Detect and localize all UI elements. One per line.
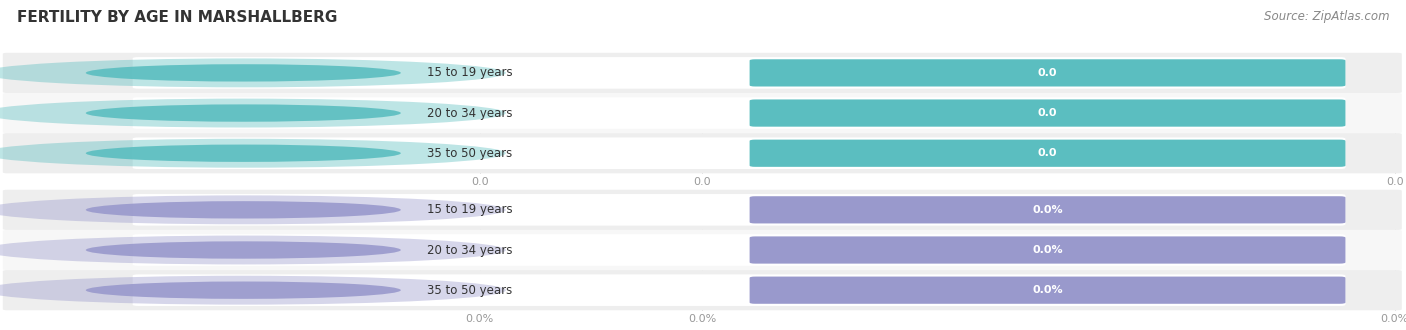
FancyBboxPatch shape xyxy=(3,133,1402,173)
FancyBboxPatch shape xyxy=(3,93,1402,133)
FancyBboxPatch shape xyxy=(132,138,1346,169)
Text: 0.0: 0.0 xyxy=(693,177,711,187)
Text: 0.0%: 0.0% xyxy=(465,314,494,324)
Text: 0.0: 0.0 xyxy=(1386,177,1403,187)
FancyBboxPatch shape xyxy=(132,275,1346,306)
FancyBboxPatch shape xyxy=(749,140,1346,167)
Ellipse shape xyxy=(0,99,506,127)
Ellipse shape xyxy=(86,64,401,82)
Ellipse shape xyxy=(86,241,401,259)
FancyBboxPatch shape xyxy=(132,97,1346,129)
FancyBboxPatch shape xyxy=(3,190,1402,230)
Ellipse shape xyxy=(0,195,506,224)
Text: 0.0%: 0.0% xyxy=(1032,205,1063,215)
FancyBboxPatch shape xyxy=(132,234,1346,266)
FancyBboxPatch shape xyxy=(749,196,1346,223)
FancyBboxPatch shape xyxy=(749,277,1346,304)
Ellipse shape xyxy=(0,58,506,87)
Ellipse shape xyxy=(0,276,506,305)
Text: 0.0: 0.0 xyxy=(1038,108,1057,118)
Text: 35 to 50 years: 35 to 50 years xyxy=(427,284,512,297)
Text: 0.0%: 0.0% xyxy=(688,314,717,324)
Text: 15 to 19 years: 15 to 19 years xyxy=(427,203,513,216)
Text: 35 to 50 years: 35 to 50 years xyxy=(427,147,512,160)
Text: 0.0: 0.0 xyxy=(1038,68,1057,78)
Ellipse shape xyxy=(0,236,506,264)
Text: 20 to 34 years: 20 to 34 years xyxy=(427,107,513,119)
Ellipse shape xyxy=(0,139,506,168)
Ellipse shape xyxy=(86,281,401,299)
FancyBboxPatch shape xyxy=(749,99,1346,127)
FancyBboxPatch shape xyxy=(749,59,1346,86)
Text: 0.0: 0.0 xyxy=(471,177,488,187)
Text: 0.0%: 0.0% xyxy=(1381,314,1406,324)
Text: Source: ZipAtlas.com: Source: ZipAtlas.com xyxy=(1264,10,1389,23)
Text: FERTILITY BY AGE IN MARSHALLBERG: FERTILITY BY AGE IN MARSHALLBERG xyxy=(17,10,337,25)
FancyBboxPatch shape xyxy=(3,270,1402,310)
Text: 15 to 19 years: 15 to 19 years xyxy=(427,66,513,80)
Ellipse shape xyxy=(86,104,401,122)
FancyBboxPatch shape xyxy=(749,236,1346,264)
Text: 0.0%: 0.0% xyxy=(1032,285,1063,295)
Ellipse shape xyxy=(86,145,401,162)
Text: 20 to 34 years: 20 to 34 years xyxy=(427,244,513,256)
Ellipse shape xyxy=(86,201,401,218)
Text: 0.0%: 0.0% xyxy=(1032,245,1063,255)
FancyBboxPatch shape xyxy=(3,53,1402,93)
FancyBboxPatch shape xyxy=(3,230,1402,270)
FancyBboxPatch shape xyxy=(132,57,1346,89)
Text: 0.0: 0.0 xyxy=(1038,148,1057,158)
FancyBboxPatch shape xyxy=(132,194,1346,226)
